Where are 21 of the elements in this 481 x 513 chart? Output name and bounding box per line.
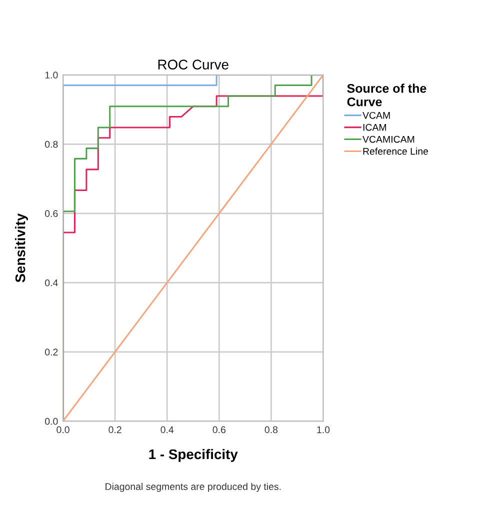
y-tick-label: 1.0 bbox=[45, 72, 58, 79]
y-tick-label: 0.2 bbox=[45, 348, 58, 356]
chart-title: ROC Curve bbox=[158, 60, 228, 70]
legend-label: VCAM bbox=[362, 112, 390, 119]
legend-label: Reference Line bbox=[363, 148, 428, 155]
y-tick-label: 0.8 bbox=[45, 140, 58, 148]
y-axis-title: Sensitivity bbox=[15, 213, 28, 282]
x-tick-label: 0.2 bbox=[108, 426, 122, 434]
x-tick-label: 1.0 bbox=[317, 426, 330, 434]
x-tick-label: 0.0 bbox=[56, 426, 70, 434]
legend-label: VCAMICAM bbox=[362, 136, 414, 143]
x-axis-title: 1 - Specificity bbox=[149, 448, 238, 462]
legend-title: Source of the Curve bbox=[347, 84, 426, 106]
legend-label: ICAM bbox=[363, 124, 386, 131]
x-tick-label: 0.4 bbox=[160, 426, 174, 434]
x-tick-label: 0.6 bbox=[212, 426, 226, 434]
y-tick-label: 0.4 bbox=[45, 279, 58, 286]
y-tick-label: 0.0 bbox=[45, 418, 58, 425]
x-tick-label: 0.8 bbox=[264, 426, 278, 434]
y-tick-label: 0.6 bbox=[45, 210, 58, 218]
text: Diagonal segments are produced by ties. bbox=[106, 482, 281, 492]
